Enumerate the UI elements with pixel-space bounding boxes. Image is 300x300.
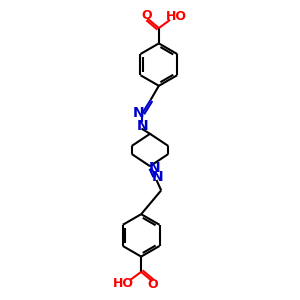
Text: HO: HO [166,11,187,23]
Text: O: O [148,278,158,291]
Text: N: N [136,118,148,133]
Text: O: O [142,9,152,22]
Text: HO: HO [113,277,134,290]
Text: N: N [152,170,164,184]
Text: N: N [132,106,144,120]
Text: N: N [149,161,161,175]
